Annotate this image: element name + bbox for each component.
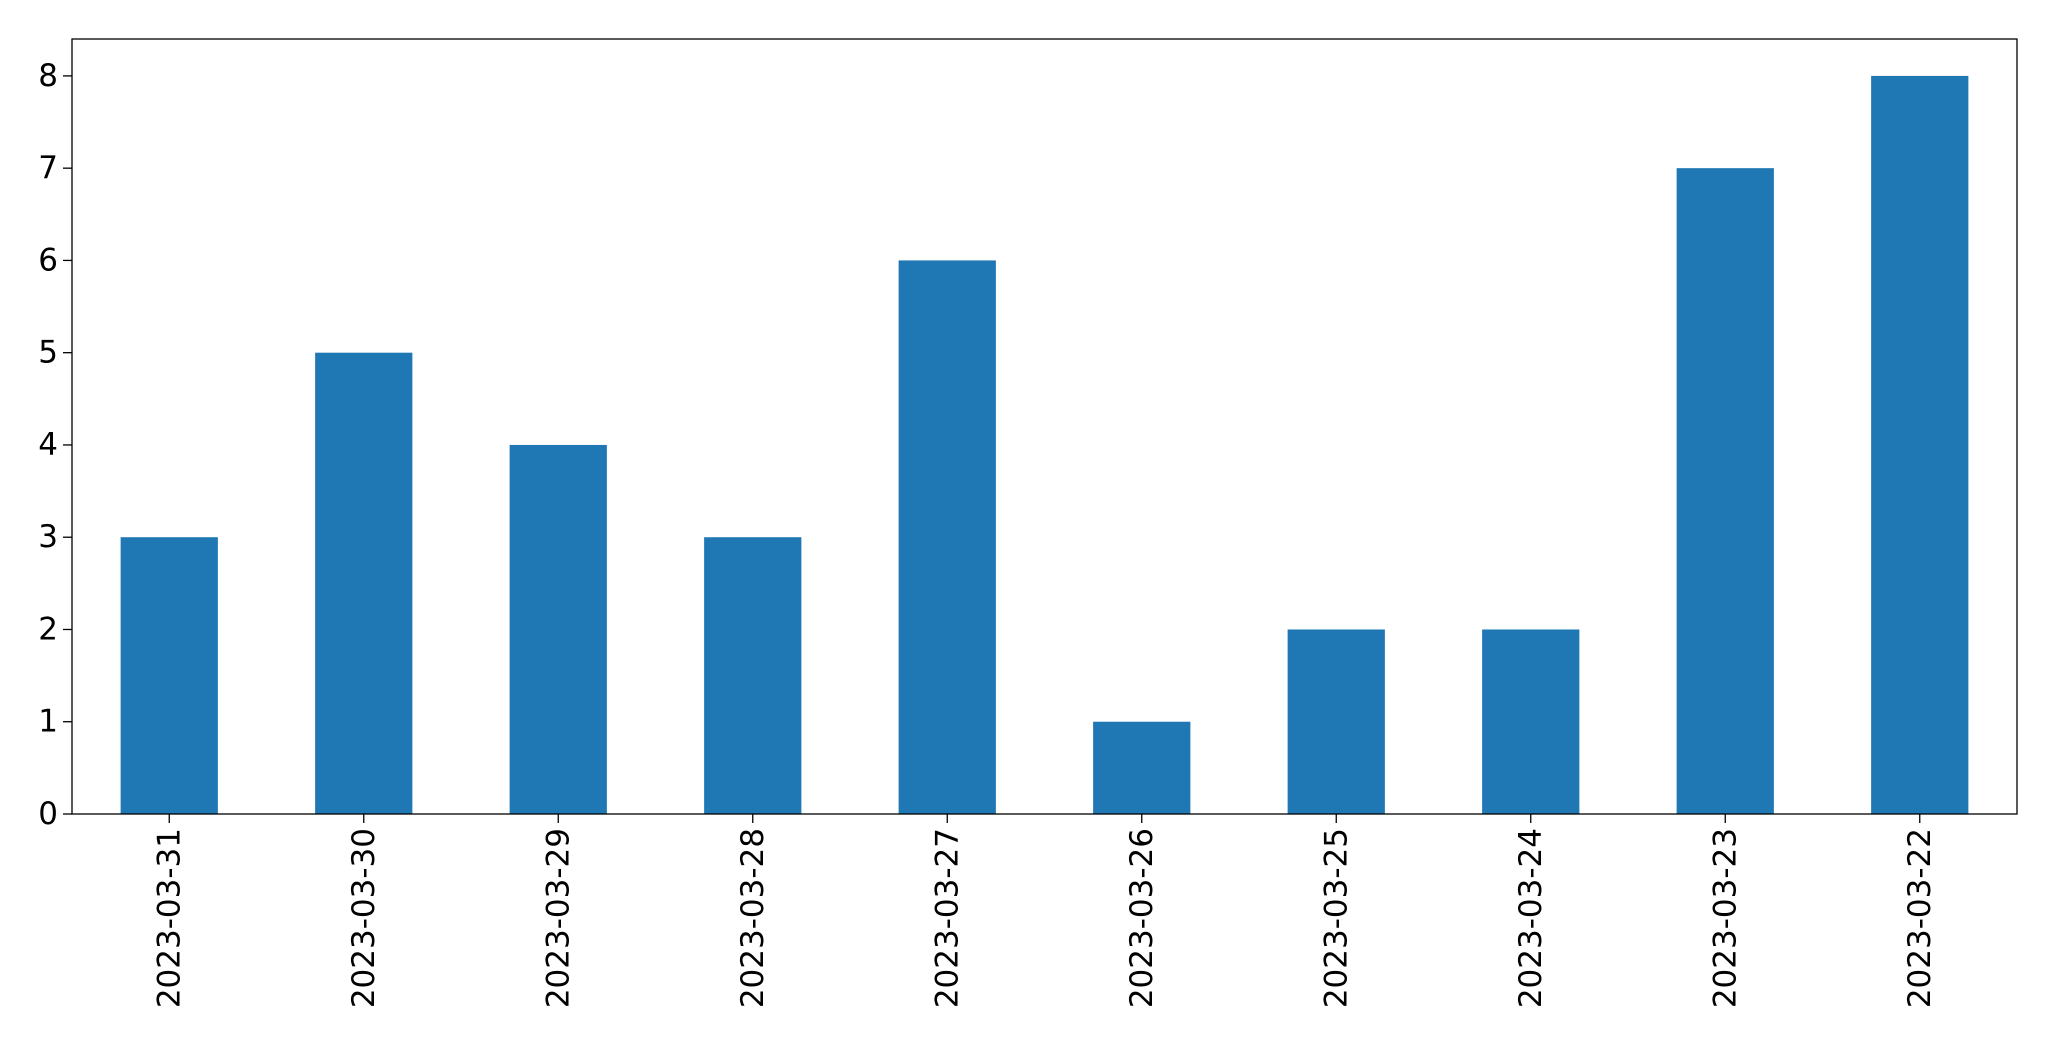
x-tick-label: 2023-03-31 bbox=[151, 828, 187, 1008]
bar bbox=[1676, 168, 1774, 814]
y-tick-label: 7 bbox=[38, 150, 58, 186]
plot-frame bbox=[71, 38, 2018, 815]
x-tick-label: 2023-03-28 bbox=[735, 828, 771, 1008]
bar bbox=[120, 537, 218, 814]
bar bbox=[509, 444, 607, 814]
bar bbox=[1482, 629, 1580, 814]
y-tick-label: 6 bbox=[38, 242, 58, 278]
y-tick-label: 1 bbox=[38, 704, 58, 740]
x-tick-label: 2023-03-25 bbox=[1318, 828, 1354, 1008]
x-tick-label: 2023-03-29 bbox=[540, 828, 576, 1008]
bar bbox=[1287, 629, 1385, 814]
y-tick-label: 4 bbox=[38, 427, 58, 463]
bar bbox=[704, 537, 802, 814]
x-tick-label: 2023-03-30 bbox=[346, 828, 382, 1008]
bar bbox=[1093, 721, 1191, 814]
y-tick-label: 0 bbox=[38, 796, 58, 832]
y-tick-label: 3 bbox=[38, 519, 58, 555]
x-tick-label: 2023-03-22 bbox=[1902, 828, 1938, 1008]
y-tick-label: 5 bbox=[38, 335, 58, 371]
x-tick-label: 2023-03-24 bbox=[1513, 828, 1549, 1008]
x-tick-label: 2023-03-23 bbox=[1707, 828, 1743, 1008]
y-tick-label: 8 bbox=[38, 58, 58, 94]
bar bbox=[898, 260, 996, 814]
x-tick-label: 2023-03-27 bbox=[929, 828, 965, 1008]
x-tick-label: 2023-03-26 bbox=[1124, 828, 1160, 1008]
y-tick-label: 2 bbox=[38, 611, 58, 647]
bar bbox=[315, 352, 413, 814]
bar bbox=[1871, 75, 1969, 814]
